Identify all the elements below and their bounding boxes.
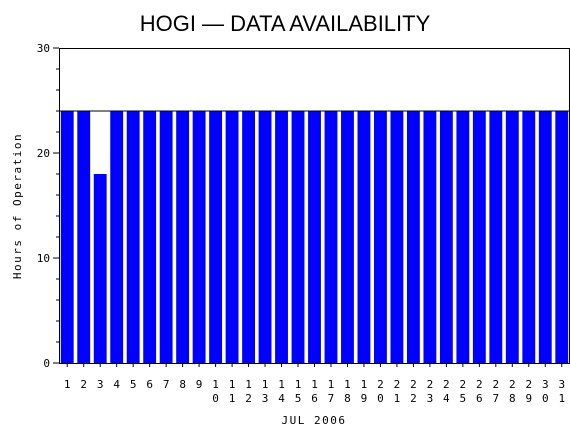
bar-day-26 xyxy=(472,111,486,363)
bar-day-17 xyxy=(324,111,338,363)
y-tick-label-20: 20 xyxy=(37,147,50,160)
x-tick-label-8: 8 xyxy=(179,378,186,391)
bar-day-15 xyxy=(291,111,305,363)
bar-day-18 xyxy=(341,111,354,363)
x-tick-label-1: 1 xyxy=(64,378,71,391)
bar-day-14 xyxy=(275,111,288,363)
bar-day-23 xyxy=(423,111,437,363)
bar-day-13 xyxy=(258,111,272,363)
bar-day-22 xyxy=(406,111,420,363)
bar-day-10 xyxy=(209,111,223,363)
bar-day-28 xyxy=(505,111,519,363)
bar-day-11 xyxy=(225,111,239,363)
y-axis: 0 10 20 30 xyxy=(37,42,59,370)
bar-day-5 xyxy=(126,111,140,363)
x-axis: 1 2 3 4 5 6 7 8 9 1 01 11 21 31 41 51 61 71 81 92 02 12 22 32 42… xyxy=(64,363,565,405)
x-tick-label-5: 5 xyxy=(130,378,137,391)
x-tick-label-4: 4 xyxy=(113,378,120,391)
y-tick-label-10: 10 xyxy=(37,252,50,265)
x-tick-label-3: 3 xyxy=(97,378,104,391)
bar-day-7 xyxy=(159,111,173,363)
bar-day-21 xyxy=(390,111,404,363)
bar-day-4 xyxy=(110,111,124,363)
bar-day-20 xyxy=(374,111,387,363)
bar-day-16 xyxy=(308,111,321,363)
bar-day-9 xyxy=(192,111,206,363)
bar-day-29 xyxy=(522,111,536,363)
bar-day-12 xyxy=(242,111,255,363)
bar-day-6 xyxy=(143,111,157,363)
bar-day-1 xyxy=(60,111,74,363)
x-tick-label-2: 2 xyxy=(80,378,87,391)
y-tick-label-30: 30 xyxy=(37,42,50,55)
chart-title: HOGI — DATA AVAILABILITY xyxy=(140,11,431,36)
y-axis-label: Hours of Operation xyxy=(11,133,24,279)
bar-day-19 xyxy=(357,111,371,363)
bar-day-27 xyxy=(489,111,503,363)
bars-group xyxy=(60,111,569,363)
y-tick-label-0: 0 xyxy=(43,357,50,370)
bar-day-2 xyxy=(77,111,91,363)
bar-day-25 xyxy=(456,111,470,363)
bar-day-30 xyxy=(538,111,552,363)
bar-day-3 xyxy=(93,174,107,363)
x-axis-label: JUL 2006 xyxy=(282,414,347,427)
bar-day-24 xyxy=(439,111,453,363)
x-tick-label-7: 7 xyxy=(163,378,170,391)
bar-day-31 xyxy=(555,111,569,363)
bar-day-8 xyxy=(176,111,190,363)
x-tick-label-6: 6 xyxy=(146,378,153,391)
x-tick-label-9: 9 xyxy=(196,378,203,391)
